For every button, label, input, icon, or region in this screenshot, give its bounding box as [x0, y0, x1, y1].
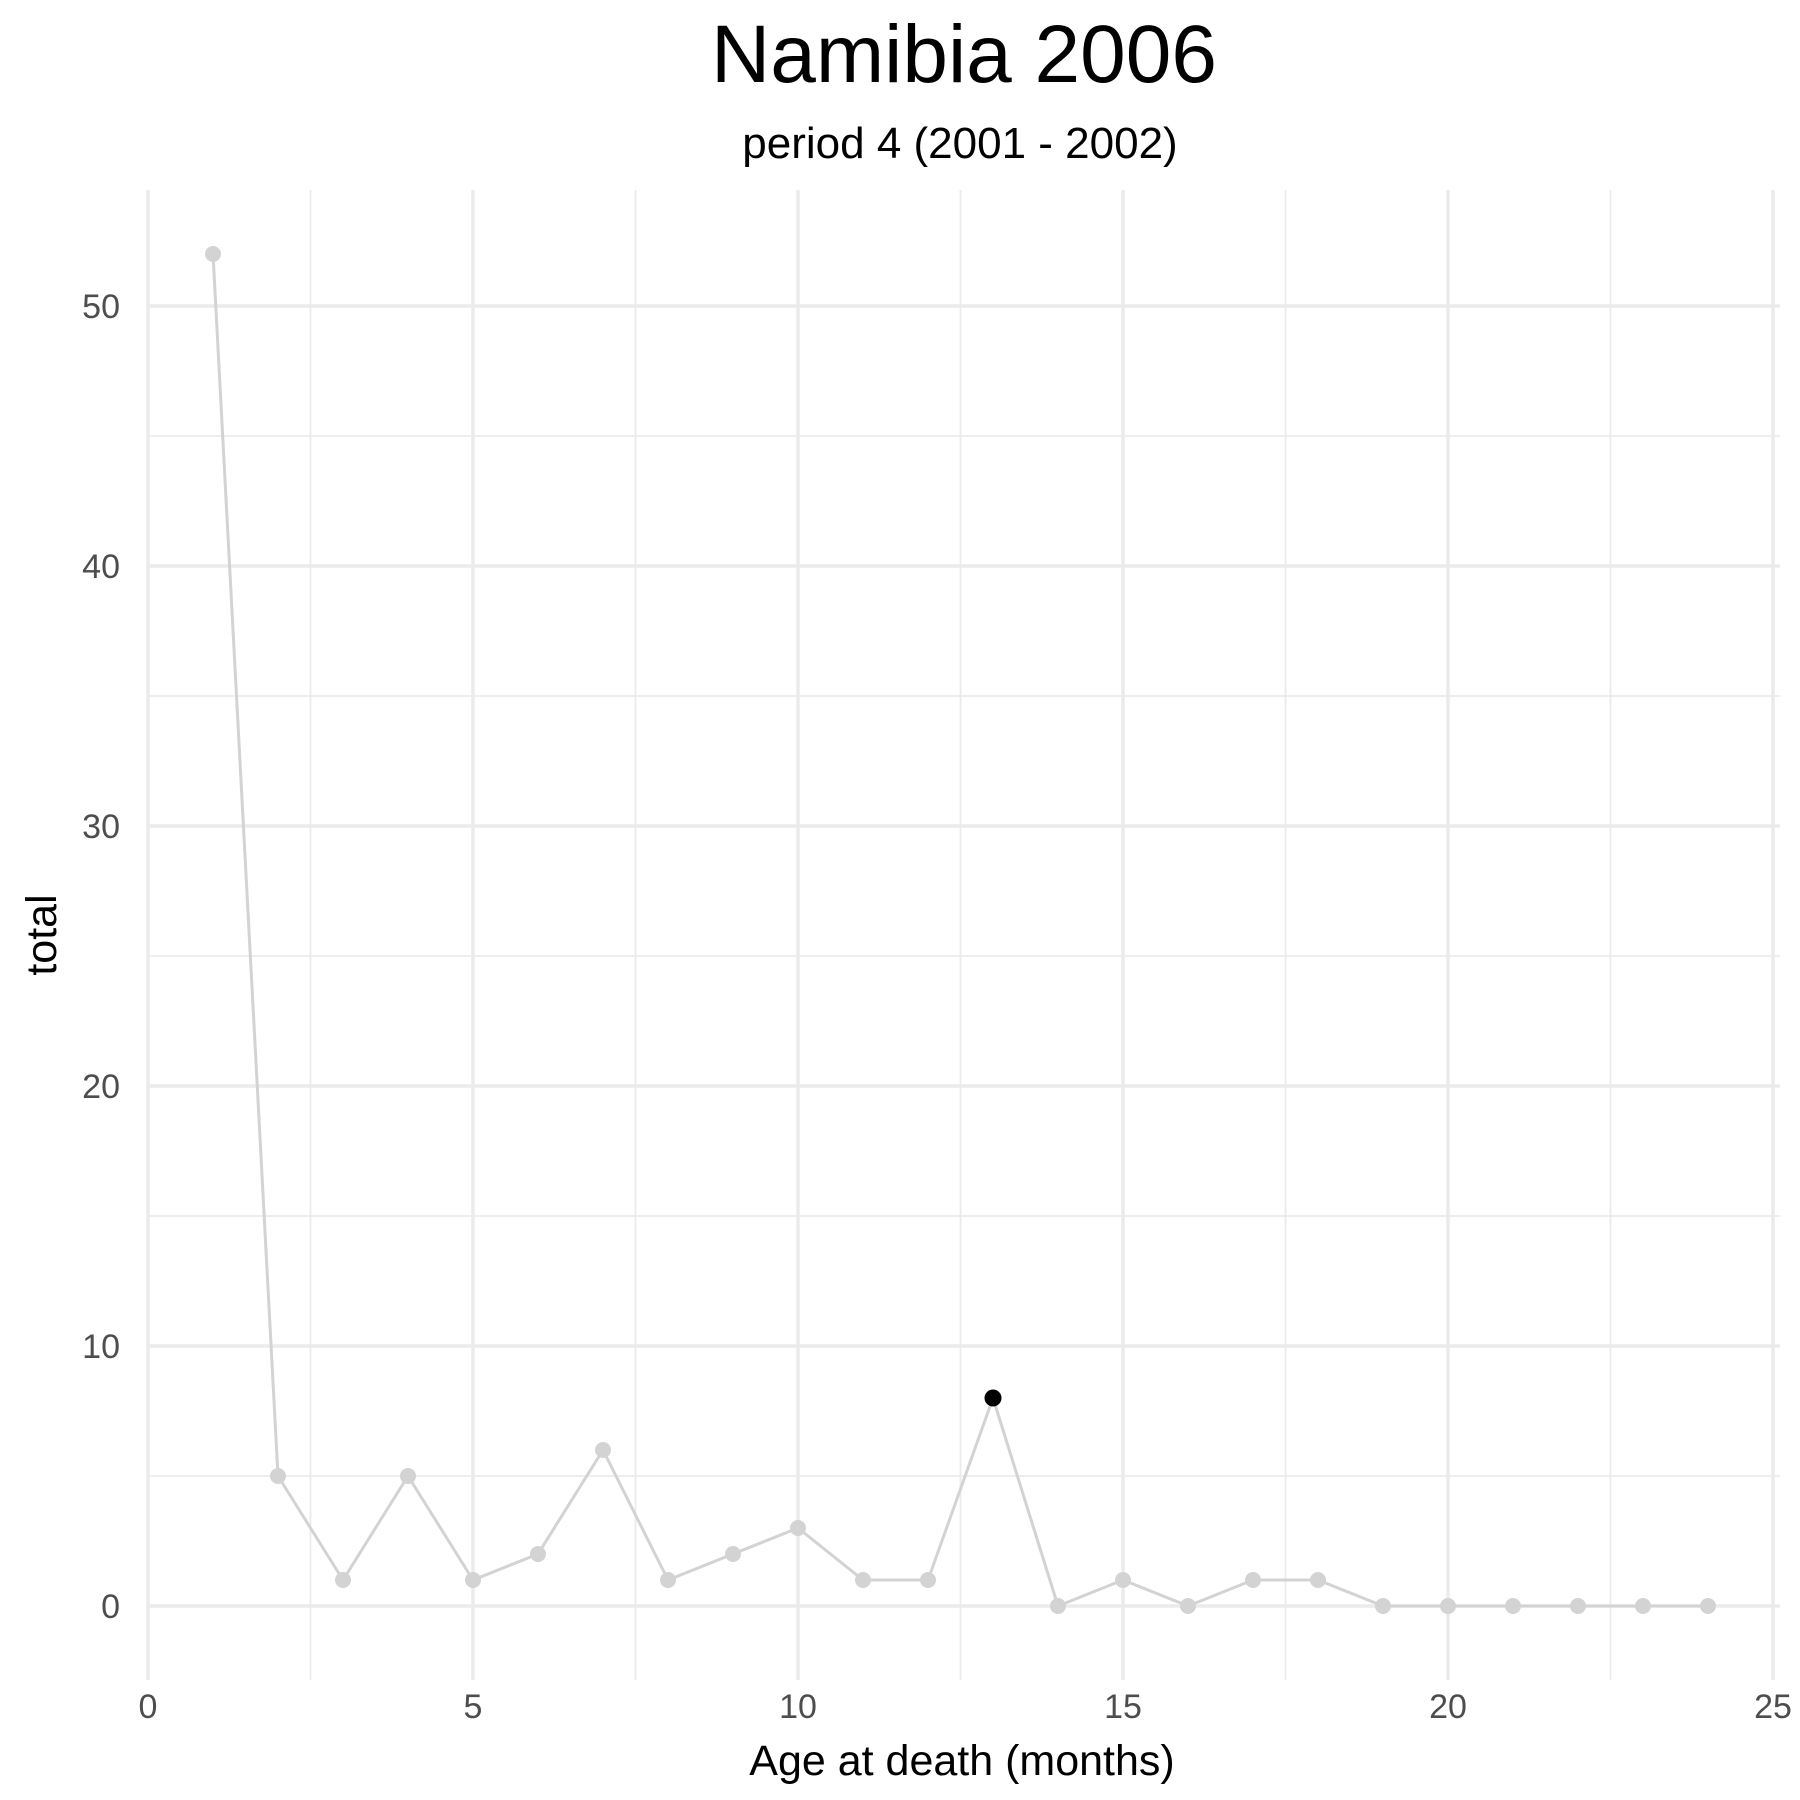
data-point: [270, 1468, 286, 1484]
y-tick-label: 0: [101, 1588, 120, 1626]
x-tick-label: 10: [779, 1688, 817, 1726]
y-tick-label: 10: [82, 1328, 120, 1366]
data-point: [1505, 1598, 1521, 1614]
data-point: [1050, 1598, 1066, 1614]
data-point: [660, 1572, 676, 1588]
y-tick-label: 30: [82, 808, 120, 846]
x-tick-label: 0: [139, 1688, 158, 1726]
data-point: [205, 246, 221, 262]
data-point: [725, 1546, 741, 1562]
data-point: [1375, 1598, 1391, 1614]
data-point: [855, 1572, 871, 1588]
highlighted-point: [984, 1389, 1002, 1407]
x-tick-label: 20: [1429, 1688, 1467, 1726]
data-point: [1180, 1598, 1196, 1614]
chart-subtitle: period 4 (2001 - 2002): [742, 119, 1177, 168]
data-point: [530, 1546, 546, 1562]
y-tick-label: 50: [82, 288, 120, 326]
series-line: [211, 253, 1708, 1608]
y-tick-label: 40: [82, 548, 120, 586]
tick-labels: 0 5 10 15 20 25 0 10 20 30 40 50: [82, 288, 1792, 1726]
series-group: [205, 246, 1716, 1614]
data-point: [1440, 1598, 1456, 1614]
data-point: [465, 1572, 481, 1588]
data-point: [790, 1520, 806, 1536]
data-point: [1635, 1598, 1651, 1614]
x-tick-label: 15: [1104, 1688, 1142, 1726]
data-point: [595, 1442, 611, 1458]
data-point: [1700, 1598, 1716, 1614]
data-point: [1570, 1598, 1586, 1614]
x-tick-label: 5: [464, 1688, 483, 1726]
data-point: [920, 1572, 936, 1588]
y-axis-title: total: [18, 894, 66, 975]
x-axis-title: Age at death (months): [749, 1737, 1174, 1785]
data-point: [1115, 1572, 1131, 1588]
data-point: [400, 1468, 416, 1484]
data-point: [1245, 1572, 1261, 1588]
y-tick-label: 20: [82, 1068, 120, 1106]
x-tick-label: 25: [1754, 1688, 1792, 1726]
data-point: [1310, 1572, 1326, 1588]
chart-title: Namibia 2006: [711, 9, 1217, 100]
grid: [146, 190, 1780, 1680]
data-point: [335, 1572, 351, 1588]
